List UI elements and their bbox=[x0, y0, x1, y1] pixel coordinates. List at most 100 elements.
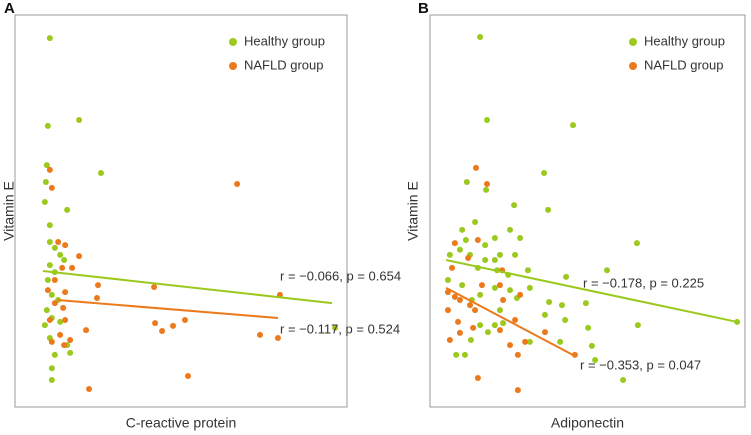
data-point bbox=[257, 331, 264, 338]
data-point bbox=[64, 206, 71, 213]
data-point bbox=[474, 237, 481, 244]
data-point bbox=[69, 264, 76, 271]
data-point bbox=[59, 264, 66, 271]
data-point bbox=[446, 251, 453, 258]
data-point bbox=[500, 320, 507, 327]
data-point bbox=[546, 298, 553, 305]
data-point bbox=[461, 351, 468, 358]
data-point bbox=[484, 329, 491, 336]
data-point bbox=[484, 180, 491, 187]
data-point bbox=[459, 282, 466, 289]
data-point bbox=[449, 264, 456, 271]
data-point bbox=[46, 166, 53, 173]
data-point bbox=[467, 302, 474, 309]
data-point bbox=[453, 351, 460, 358]
data-point bbox=[86, 385, 93, 392]
data-point bbox=[507, 226, 514, 233]
data-point bbox=[48, 291, 55, 298]
data-point bbox=[482, 242, 489, 249]
data-point bbox=[41, 198, 48, 205]
data-point bbox=[588, 342, 595, 349]
data-point bbox=[474, 374, 481, 381]
data-point bbox=[48, 338, 55, 345]
data-point bbox=[633, 240, 640, 247]
data-point bbox=[44, 122, 51, 129]
data-point bbox=[478, 282, 485, 289]
data-point bbox=[545, 206, 552, 213]
data-point bbox=[496, 327, 503, 334]
data-point bbox=[526, 338, 533, 345]
data-point bbox=[46, 316, 53, 323]
data-point bbox=[522, 338, 529, 345]
x-axis-label: C-reactive protein bbox=[126, 415, 237, 431]
data-point bbox=[484, 117, 491, 124]
data-point bbox=[41, 322, 48, 329]
data-point bbox=[60, 304, 67, 311]
data-point bbox=[451, 240, 458, 247]
data-point bbox=[512, 316, 519, 323]
x-axis-label: Adiponectin bbox=[551, 415, 624, 431]
data-point bbox=[83, 327, 90, 334]
legend-marker bbox=[229, 62, 237, 70]
data-point bbox=[51, 300, 58, 307]
data-point bbox=[477, 291, 484, 298]
data-point bbox=[507, 342, 514, 349]
data-point bbox=[477, 322, 484, 329]
data-point bbox=[470, 324, 477, 331]
data-point bbox=[76, 117, 83, 124]
legend-label: NAFLD group bbox=[244, 57, 323, 72]
data-point bbox=[62, 289, 69, 296]
data-point bbox=[61, 257, 68, 263]
data-point bbox=[496, 251, 503, 258]
data-point bbox=[48, 365, 55, 372]
fit-line bbox=[57, 298, 279, 320]
fit-line bbox=[42, 269, 333, 305]
fit-line bbox=[445, 286, 576, 357]
data-point bbox=[44, 287, 51, 294]
y-axis-label: Vitamin E bbox=[405, 181, 421, 241]
data-point bbox=[48, 184, 55, 191]
data-point bbox=[482, 257, 489, 263]
panel-label: A bbox=[4, 0, 15, 17]
legend-label: Healthy group bbox=[644, 33, 725, 48]
data-point bbox=[46, 262, 53, 269]
fit-line bbox=[445, 259, 738, 323]
data-point bbox=[451, 293, 458, 300]
data-point bbox=[500, 296, 507, 303]
data-point bbox=[507, 287, 514, 294]
data-point bbox=[491, 257, 498, 263]
data-point bbox=[62, 316, 69, 323]
data-point bbox=[46, 238, 53, 245]
data-point bbox=[48, 376, 55, 383]
data-point bbox=[459, 226, 466, 233]
data-point bbox=[514, 387, 521, 394]
data-point bbox=[44, 276, 51, 283]
data-point bbox=[46, 222, 53, 229]
data-point bbox=[562, 316, 569, 323]
data-point bbox=[511, 202, 518, 209]
data-point bbox=[491, 322, 498, 329]
data-point bbox=[456, 296, 463, 303]
fit-annotation: r = −0.178, p = 0.225 bbox=[583, 275, 704, 290]
data-point bbox=[151, 284, 158, 291]
data-point bbox=[472, 164, 479, 171]
data-point bbox=[472, 218, 479, 225]
data-point bbox=[57, 318, 64, 325]
data-point bbox=[446, 336, 453, 343]
data-point bbox=[94, 295, 101, 302]
data-point bbox=[61, 342, 68, 349]
legend-marker bbox=[629, 38, 637, 46]
data-point bbox=[42, 178, 49, 185]
data-point bbox=[62, 242, 69, 249]
data-point bbox=[526, 284, 533, 291]
data-point bbox=[332, 324, 339, 331]
data-point bbox=[455, 318, 462, 325]
data-point bbox=[541, 169, 548, 176]
data-point bbox=[563, 273, 570, 280]
data-point bbox=[557, 338, 564, 345]
data-point bbox=[496, 307, 503, 314]
data-point bbox=[620, 376, 627, 383]
legend-label: NAFLD group bbox=[644, 57, 723, 72]
data-point bbox=[582, 300, 589, 307]
